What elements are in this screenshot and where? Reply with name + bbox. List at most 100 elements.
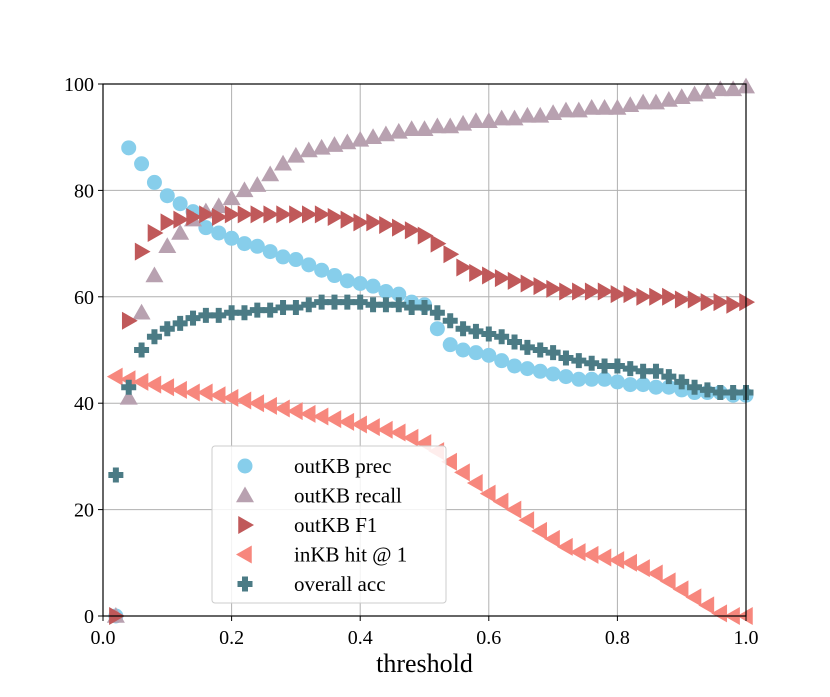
data-point (224, 205, 241, 224)
data-point (325, 410, 342, 429)
series-outkb-f1 (109, 205, 755, 625)
data-point (160, 213, 177, 232)
data-point (211, 208, 228, 226)
data-point (404, 221, 421, 240)
data-point (275, 299, 291, 315)
data-point (261, 165, 280, 182)
data-point (248, 394, 265, 413)
data-point (636, 287, 653, 306)
data-point (558, 369, 574, 385)
data-point (404, 299, 420, 315)
data-point (235, 391, 252, 410)
data-point (364, 128, 383, 144)
data-point (507, 358, 523, 374)
data-point (518, 106, 537, 123)
data-point (739, 293, 755, 312)
data-point (119, 388, 138, 405)
data-point (518, 511, 535, 530)
data-point (441, 117, 460, 134)
data-point (558, 350, 574, 366)
data-point (134, 242, 151, 261)
data-point (250, 205, 267, 224)
data-point (327, 208, 344, 226)
data-point (289, 205, 305, 224)
data-point (198, 307, 214, 323)
data-point (556, 101, 575, 118)
data-point (519, 339, 535, 355)
data-point (505, 500, 522, 519)
data-point (312, 407, 329, 426)
data-point (378, 297, 394, 313)
data-point (466, 474, 483, 492)
legend-label: overall acc (294, 572, 386, 596)
x-tick-label: 0.0 (91, 627, 116, 649)
data-point (609, 374, 625, 390)
data-point (685, 85, 704, 102)
data-point (146, 329, 162, 345)
x-tick-label: 0.8 (605, 627, 630, 649)
data-point (158, 237, 177, 254)
data-point (492, 492, 509, 511)
data-point (479, 112, 498, 128)
data-point (158, 378, 175, 397)
data-point (711, 604, 728, 623)
data-point (184, 383, 200, 402)
data-point (648, 379, 664, 395)
data-point (299, 404, 316, 423)
data-point (454, 114, 473, 131)
y-tick-label: 20 (74, 500, 94, 522)
data-point (145, 375, 162, 394)
data-point (314, 205, 331, 224)
data-point (326, 294, 342, 310)
data-point (106, 367, 123, 386)
data-point (635, 377, 651, 393)
data-point (392, 218, 408, 237)
data-point (376, 125, 395, 142)
data-point (159, 188, 175, 204)
data-point (687, 379, 703, 395)
data-point (378, 283, 394, 299)
data-point (314, 262, 330, 278)
data-point (338, 133, 357, 150)
data-point (275, 249, 291, 265)
data-point (391, 297, 407, 313)
data-point (712, 385, 728, 401)
data-point (572, 282, 588, 301)
y-tick-label: 40 (74, 393, 94, 415)
data-point (621, 96, 640, 113)
data-point (634, 93, 653, 110)
legend: outKB prec outKB recall outKB F1 inKB hit @… (211, 445, 447, 604)
legend-marker (237, 458, 253, 474)
data-point (301, 257, 317, 273)
plot-frame (102, 83, 747, 617)
data-point (623, 285, 640, 304)
data-point (108, 467, 124, 483)
data-point (302, 205, 318, 224)
data-point (481, 347, 497, 363)
data-point (725, 385, 741, 401)
data-point (340, 210, 357, 229)
data-point (468, 323, 484, 339)
legend-marker (237, 576, 253, 592)
data-point (236, 236, 252, 252)
data-point (237, 205, 254, 224)
data-point (635, 363, 651, 379)
y-tick-label: 100 (64, 74, 94, 96)
x-tick-label: 0.6 (476, 627, 501, 649)
data-point (186, 208, 203, 226)
legend-label: inKB hit @ 1 (294, 543, 407, 567)
data-point (222, 388, 239, 407)
data-point (533, 277, 550, 296)
data-point (610, 285, 627, 304)
data-point (454, 463, 470, 482)
data-point (442, 313, 458, 329)
y-tick-label: 0 (84, 606, 94, 628)
data-point (468, 345, 484, 361)
data-point (262, 244, 278, 260)
data-point (352, 276, 368, 291)
data-point (674, 290, 691, 309)
data-point (224, 230, 240, 246)
data-point (391, 286, 407, 302)
data-point (559, 282, 575, 301)
